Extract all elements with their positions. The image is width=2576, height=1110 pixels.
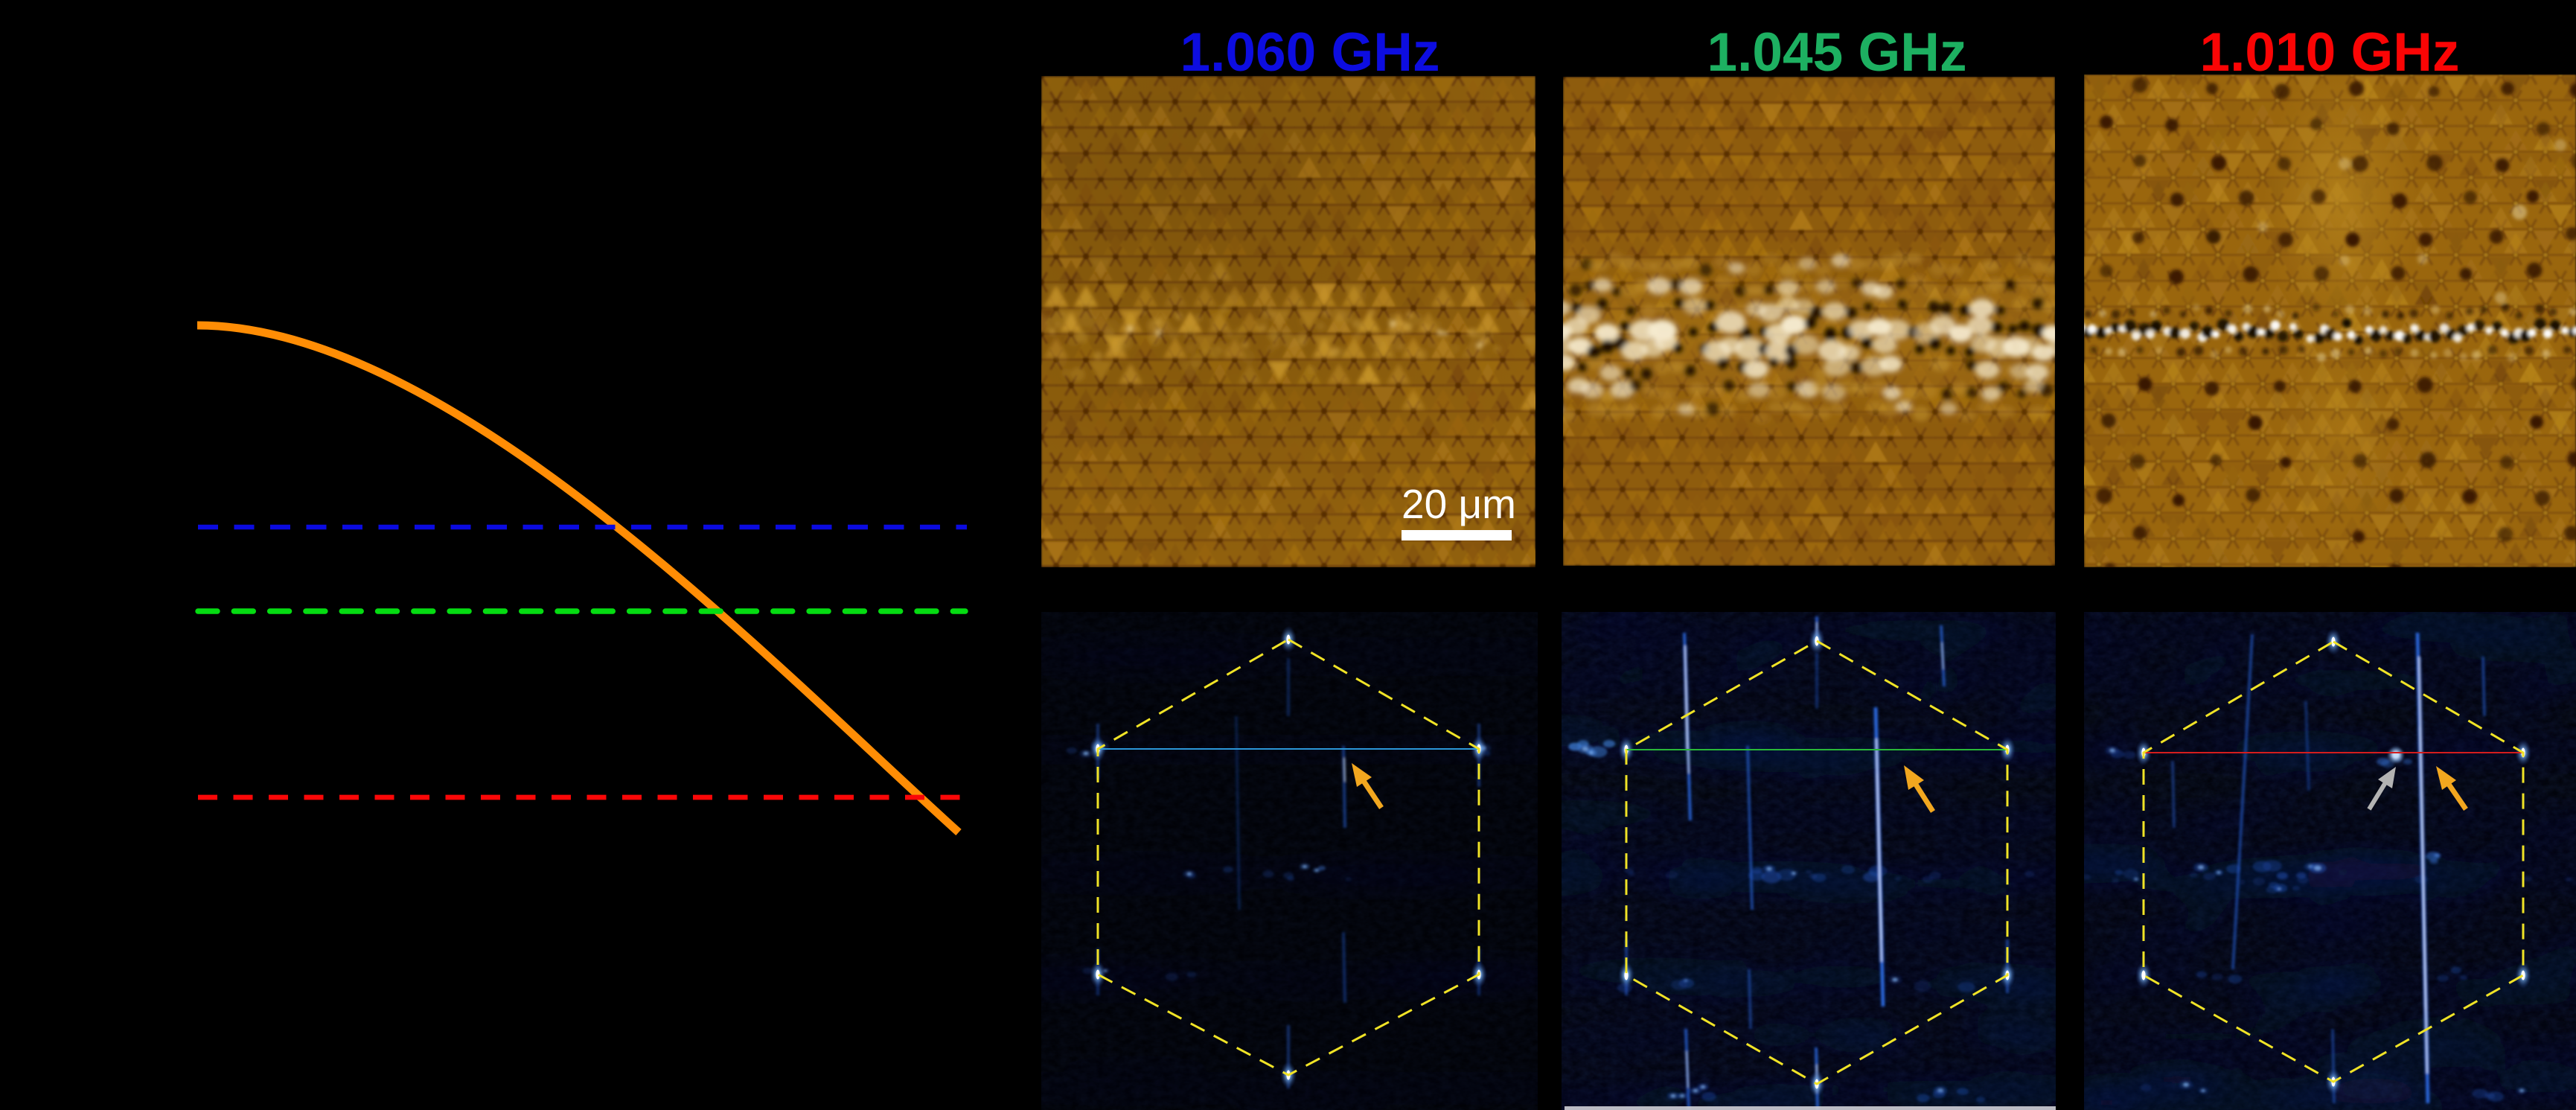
svg-text:1.045 GHz: 1.045 GHz [1707,22,1967,83]
svg-text:20 μm: 20 μm [1402,481,1516,527]
svg-text:1.060 GHz: 1.060 GHz [1180,22,1440,83]
svg-text:1.010 GHz: 1.010 GHz [2200,22,2460,83]
